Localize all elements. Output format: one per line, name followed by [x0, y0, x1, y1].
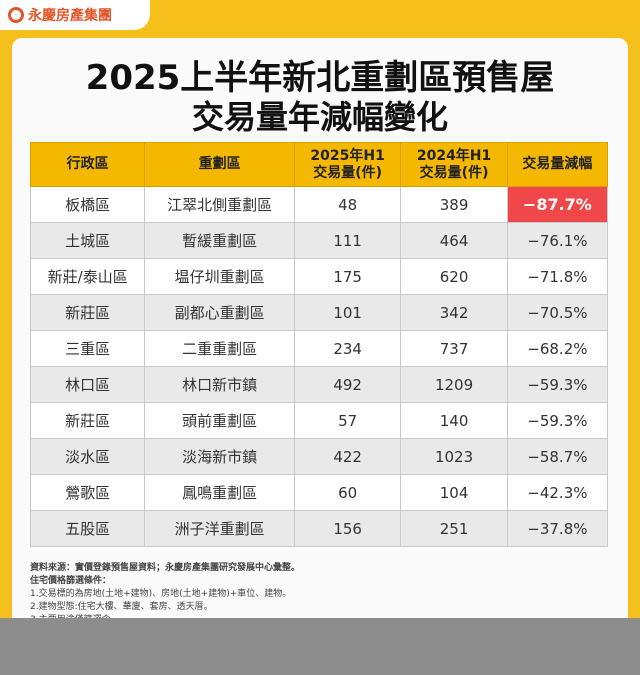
header-cell: 交易量減幅 — [506, 142, 609, 187]
header-cell: 2024年H1 交易量(件) — [400, 142, 508, 187]
header-cell: 行政區 — [29, 142, 146, 187]
table: 行政區 重劃區 2025年H1 交易量(件) 2024年H1 交易量(件) 交易量減幅 板橋區… — [29, 142, 609, 547]
cell: 副都心重劃區 — [144, 294, 295, 331]
cell: 57 — [293, 402, 402, 439]
row: 板橋區 江翠北側重劃區 48 389 −87.7% — [29, 186, 609, 223]
cell: 淡水區 — [29, 438, 146, 475]
overlay — [0, 618, 640, 675]
header-text: 2024年H1 — [416, 147, 492, 164]
row: 鶯歌區 鳳鳴重劃區 60 104 −42.3% — [29, 474, 609, 511]
cell: 111 — [293, 222, 402, 259]
cell: 林口新市鎮 — [144, 366, 295, 403]
cell: −71.8% — [506, 258, 609, 295]
header-text: 重劃區 — [198, 156, 241, 172]
row: 新莊/泰山區 塭仔圳重劃區 175 620 −71.8% — [29, 258, 609, 295]
row: 五股區 洲子洋重劃區 156 251 −37.8% — [29, 510, 609, 547]
title: 2025上半年新北重劃區預售屋 — [85, 58, 555, 98]
logo-icon — [8, 7, 24, 23]
cell: 頭前重劃區 — [144, 402, 295, 439]
header-text: 交易量(件) — [419, 164, 489, 181]
header-row: 行政區 重劃區 2025年H1 交易量(件) 2024年H1 交易量(件) 交易量減幅 — [29, 142, 609, 187]
cell: 422 — [293, 438, 402, 475]
cell: 洲子洋重劃區 — [144, 510, 295, 547]
cell: 620 — [400, 258, 508, 295]
cell: −70.5% — [506, 294, 609, 331]
cell: 新莊/泰山區 — [29, 258, 146, 295]
note: 資料來源：實價登錄預售屋資料；永慶房產集團研究發展中心彙整。 — [30, 563, 301, 573]
cell: 鶯歌區 — [29, 474, 146, 511]
cell: 156 — [293, 510, 402, 547]
header-text: 行政區 — [66, 156, 109, 172]
cell: 60 — [293, 474, 402, 511]
note: 1.交易標的為房地(土地+建物)、房地(土地+建物)+車位、建物。 — [30, 589, 292, 599]
cell: 二重重劃區 — [144, 330, 295, 367]
row: 土城區 暫緩重劃區 111 464 −76.1% — [29, 222, 609, 259]
cell: 三重區 — [29, 330, 146, 367]
cell: 塭仔圳重劃區 — [144, 258, 295, 295]
cell: 234 — [293, 330, 402, 367]
header-text: 交易量減幅 — [522, 156, 593, 172]
cell: 鳳鳴重劃區 — [144, 474, 295, 511]
cell: 林口區 — [29, 366, 146, 403]
header-text: 2025年H1 — [310, 147, 385, 164]
cell: 暫緩重劃區 — [144, 222, 295, 259]
cell: 492 — [293, 366, 402, 403]
cell: 新莊區 — [29, 402, 146, 439]
cell: 104 — [400, 474, 508, 511]
cell: 1023 — [400, 438, 508, 475]
row: 新莊區 副都心重劃區 101 342 −70.5% — [29, 294, 609, 331]
cell: 1209 — [400, 366, 508, 403]
cell: 土城區 — [29, 222, 146, 259]
cell: 淡海新市鎮 — [144, 438, 295, 475]
logo-text: 永慶房產集團 — [28, 8, 112, 24]
cell: −87.7% — [506, 186, 609, 223]
cell: 464 — [400, 222, 508, 259]
cell: 板橋區 — [29, 186, 146, 223]
cell: 737 — [400, 330, 508, 367]
cell: 新莊區 — [29, 294, 146, 331]
header-cell: 2025年H1 交易量(件) — [293, 142, 402, 187]
cell: 389 — [400, 186, 508, 223]
cell: 101 — [293, 294, 402, 331]
cell: 175 — [293, 258, 402, 295]
cell: −59.3% — [506, 402, 609, 439]
cell: 江翠北側重劃區 — [144, 186, 295, 223]
note: 2.建物型態:住宅大樓、華廈、套房、透天厝。 — [30, 602, 213, 612]
note: 住宅價格篩選條件： — [30, 576, 112, 586]
cell: 五股區 — [29, 510, 146, 547]
cell: 251 — [400, 510, 508, 547]
cell: −58.7% — [506, 438, 609, 475]
logo: 永慶房產集團 — [0, 0, 150, 30]
row: 新莊區 頭前重劃區 57 140 −59.3% — [29, 402, 609, 439]
cell: −42.3% — [506, 474, 609, 511]
header-cell: 重劃區 — [144, 142, 295, 187]
cell: −37.8% — [506, 510, 609, 547]
row: 林口區 林口新市鎮 492 1209 −59.3% — [29, 366, 609, 403]
row: 三重區 二重重劃區 234 737 −68.2% — [29, 330, 609, 367]
cell: −68.2% — [506, 330, 609, 367]
cell: 48 — [293, 186, 402, 223]
header-text: 交易量(件) — [313, 164, 383, 181]
row: 淡水區 淡海新市鎮 422 1023 −58.7% — [29, 438, 609, 475]
cell: 342 — [400, 294, 508, 331]
cell: 140 — [400, 402, 508, 439]
cell: −76.1% — [506, 222, 609, 259]
subtitle: 交易量年減幅變化 — [191, 98, 448, 136]
cell: −59.3% — [506, 366, 609, 403]
